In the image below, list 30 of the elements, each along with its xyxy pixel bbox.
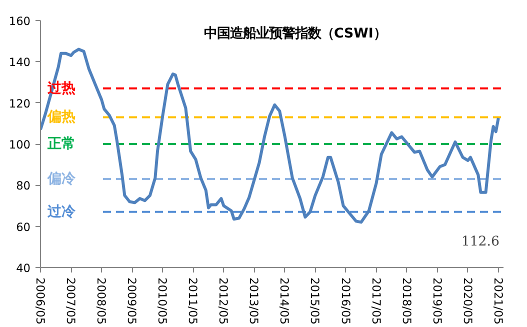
y-tick-label: 80 xyxy=(16,178,31,193)
text: 中国造船业预警指数（CSWI） xyxy=(204,26,386,42)
x-tick-label: 2020/05 xyxy=(460,278,475,325)
ref-line-label: 正常 xyxy=(46,136,76,152)
x-tick-label: 2021/05 xyxy=(491,278,506,325)
x-tick-label: 2006/05 xyxy=(34,278,48,325)
x-tick-label: 2013/05 xyxy=(247,278,262,325)
ref-line-label: 过冷 xyxy=(46,204,76,220)
line-series xyxy=(40,48,500,224)
x-tick-label: 2008/05 xyxy=(94,278,109,325)
x-tick-label: 2018/05 xyxy=(400,278,414,325)
x-tick-label: 2011/05 xyxy=(186,278,200,325)
ref-line-label: 偏冷 xyxy=(46,170,76,187)
x-tick-label: 2012/05 xyxy=(216,278,231,325)
ref-line-label: 偏热 xyxy=(46,109,76,126)
x-tick-label: 2015/05 xyxy=(308,278,322,325)
x-tick-label: 2010/05 xyxy=(156,278,170,325)
x-tick-label: 2007/05 xyxy=(64,278,78,325)
y-tick-label: 100 xyxy=(8,138,31,152)
x-tick-label: 2017/05 xyxy=(369,278,384,325)
y-tick-label: 120 xyxy=(8,96,31,110)
y-tick-label: 160 xyxy=(8,14,31,28)
x-tick-label: 2016/05 xyxy=(338,278,353,325)
x-tick-label: 2019/05 xyxy=(430,278,444,325)
y-tick-label: 40 xyxy=(16,261,31,275)
y-tick-label: 60 xyxy=(16,220,31,234)
y-tick-label: 140 xyxy=(8,55,31,70)
x-tick-label: 2014/05 xyxy=(278,278,292,325)
annotation: 112.6 xyxy=(461,234,500,250)
x-tick-label: 2009/05 xyxy=(125,278,140,325)
